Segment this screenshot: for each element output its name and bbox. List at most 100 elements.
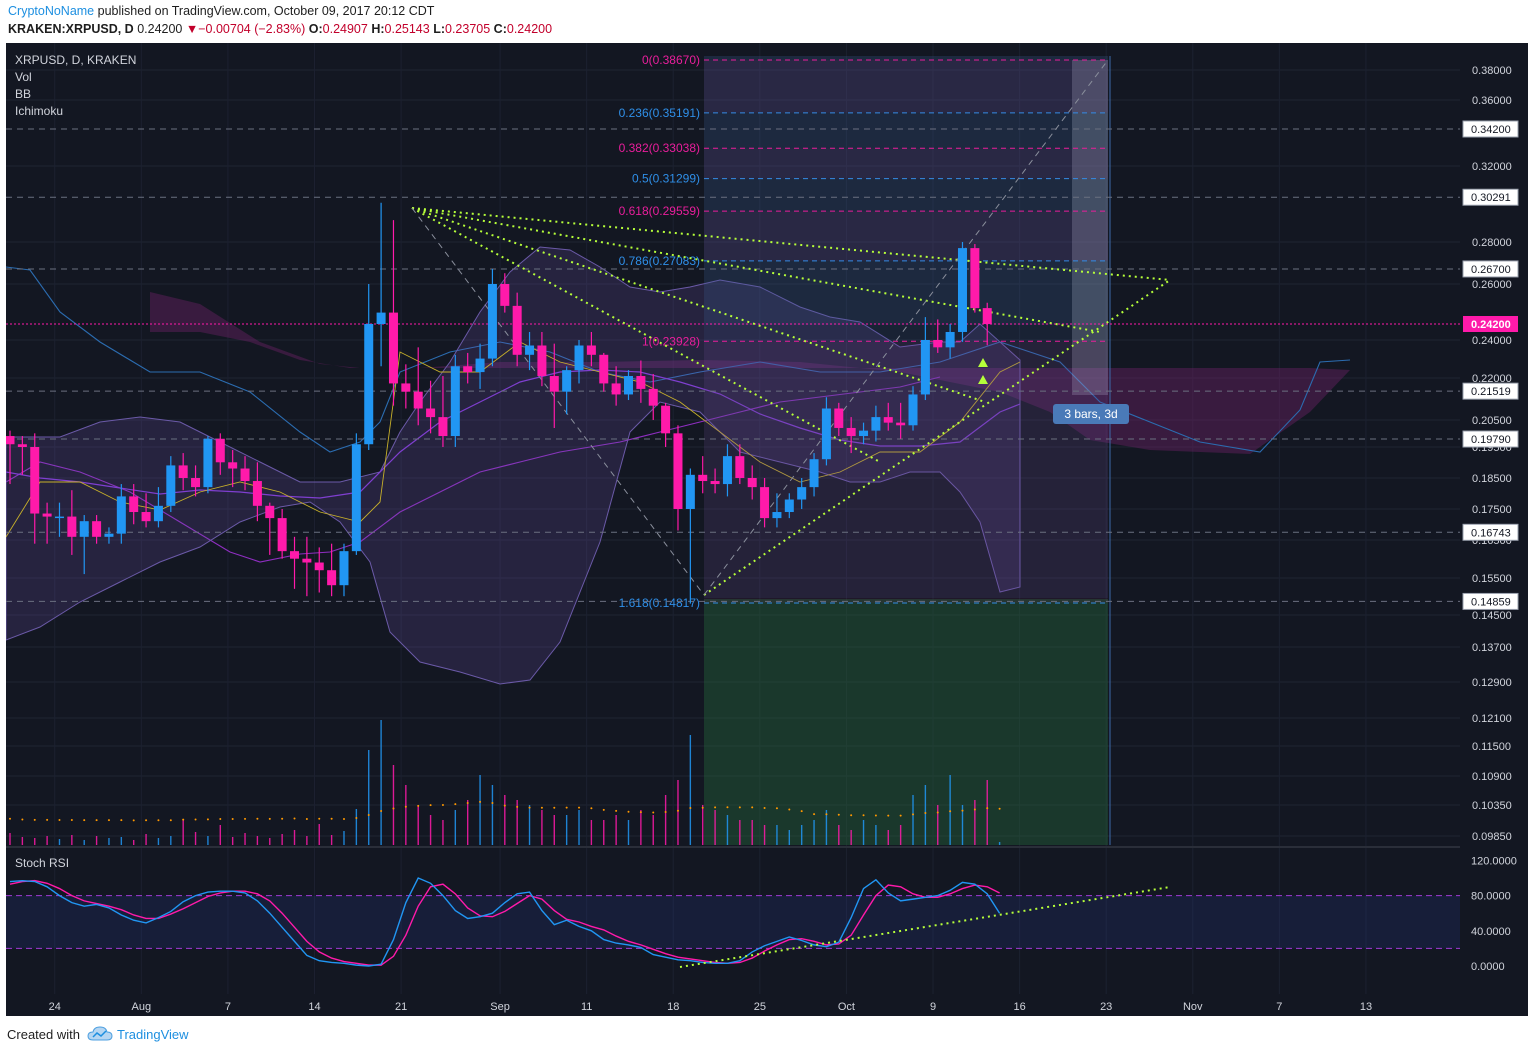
candle-79 xyxy=(982,302,992,346)
candle-28 xyxy=(351,433,361,555)
price-chart[interactable]: 0(0.38670) 0.236(0.35191) 0.382(0.33038) 0.… xyxy=(0,42,1529,1018)
signal-triangle-1 xyxy=(978,375,988,384)
grid-lines xyxy=(6,43,1460,994)
price-tick-7: 0.20500 xyxy=(1472,415,1512,427)
volume-ma-dot-46 xyxy=(578,806,581,809)
stoch-axis: 120.0000 80.0000 40.0000 0.0000 xyxy=(1471,855,1517,973)
price-label-box-1 xyxy=(1462,188,1519,206)
candle-66 xyxy=(821,397,831,466)
volume-ma-dot-60 xyxy=(751,806,754,809)
price-label-box-6 xyxy=(1462,523,1519,541)
volume-ma-dot-15 xyxy=(194,818,197,821)
volume-ma-dot-64 xyxy=(800,810,803,813)
candle-2 xyxy=(30,433,40,544)
ichimoku-base xyxy=(6,376,941,563)
candle-32 xyxy=(401,364,411,409)
price-label-7: 0.14859 xyxy=(1471,596,1511,608)
fib-band-2 xyxy=(704,148,1108,179)
volume-ma-dot-17 xyxy=(219,818,222,821)
candlesticks xyxy=(6,202,992,604)
tradingview-link[interactable]: TradingView xyxy=(117,1027,189,1042)
candle-74 xyxy=(920,317,930,401)
projection-highlight xyxy=(1072,60,1108,395)
volume-ma-dot-7 xyxy=(95,819,98,822)
created-with-text: Created with xyxy=(7,1027,80,1042)
candle-15 xyxy=(191,465,201,497)
candle-18 xyxy=(228,450,238,488)
time-tick-15: 13 xyxy=(1360,1001,1372,1013)
legend-ichimoku[interactable]: Ichimoku xyxy=(15,104,63,118)
time-tick-1: Aug xyxy=(132,1001,152,1013)
volume-ma-dot-25 xyxy=(318,817,321,820)
candle-34 xyxy=(426,380,436,434)
volume-ma-dot-2 xyxy=(33,818,36,821)
candle-62 xyxy=(772,493,782,528)
candle-25 xyxy=(314,547,324,593)
volume-ma-dot-69 xyxy=(862,814,865,817)
candle-55 xyxy=(685,468,695,604)
price-tick-3: 0.28000 xyxy=(1472,237,1512,249)
volume-ma-dot-71 xyxy=(887,814,890,817)
projection-label-text: 3 bars, 3d xyxy=(1064,407,1117,421)
candle-57 xyxy=(710,468,720,494)
legend-volume[interactable]: Vol xyxy=(15,70,32,84)
candle-64 xyxy=(797,478,807,509)
volume-ma-dot-31 xyxy=(392,807,395,810)
author-link[interactable]: CryptoNoName xyxy=(8,4,95,18)
horizontal-lines xyxy=(6,128,1460,602)
time-tick-14: 7 xyxy=(1276,1001,1282,1013)
open-label: O: xyxy=(308,22,323,36)
candle-31 xyxy=(388,220,398,406)
volume-ma-dot-75 xyxy=(936,811,939,814)
time-tick-12: 23 xyxy=(1100,1001,1112,1013)
last-price: 0.24200 xyxy=(137,22,183,36)
candle-61 xyxy=(760,478,770,528)
price-tick-5: 0.24000 xyxy=(1472,335,1512,347)
fib-label-1.618: 1.618(0.14817) xyxy=(619,596,700,610)
open-value: 0.24907 xyxy=(322,22,368,36)
candle-12 xyxy=(153,487,163,528)
volume-ma-dot-66 xyxy=(825,813,828,816)
volume-ma-dot-35 xyxy=(441,803,444,806)
candle-0 xyxy=(6,430,15,485)
time-axis[interactable]: 24 Aug 7 14 21 Sep 11 18 25 Oct 9 16 23 Nov 7 13 xyxy=(49,1001,1372,1013)
volume-ma-dot-10 xyxy=(132,819,135,822)
fibonacci-levels: 0(0.38670) 0.236(0.35191) 0.382(0.33038) 0.… xyxy=(619,53,1108,610)
high-label: H: xyxy=(371,22,385,36)
candle-75 xyxy=(933,319,943,353)
chart-legend: XRPUSD, D, KRAKEN Vol BB Ichimoku xyxy=(15,53,136,118)
volume-ma-dot-80 xyxy=(998,807,1001,810)
candle-59 xyxy=(735,444,745,485)
volume-ma-dot-24 xyxy=(305,818,308,821)
change-value: −0.00704 (−2.83%) xyxy=(198,22,306,36)
time-tick-11: 16 xyxy=(1013,1001,1025,1013)
volume-ma-dot-62 xyxy=(775,807,778,810)
candle-60 xyxy=(747,465,757,500)
time-axis-background xyxy=(6,994,1460,1016)
volume-ma-dot-43 xyxy=(540,806,543,809)
candle-69 xyxy=(859,422,869,445)
time-tick-9: Oct xyxy=(838,1001,855,1013)
time-tick-5: Sep xyxy=(490,1001,510,1013)
low-value: 0.23705 xyxy=(445,22,491,36)
candle-13 xyxy=(166,456,176,513)
volume-ma-dot-11 xyxy=(145,819,148,822)
volume-ma-dot-52 xyxy=(652,811,655,814)
close-label: C: xyxy=(493,22,507,36)
candle-48 xyxy=(599,352,609,392)
candle-65 xyxy=(809,453,819,497)
price-label-0: 0.34200 xyxy=(1471,124,1511,136)
price-axis[interactable]: 0.38000 0.36000 0.32000 0.28000 0.26000 0.240… xyxy=(1462,65,1519,843)
price-tick-2: 0.32000 xyxy=(1472,161,1512,173)
tradingview-cloud-icon[interactable] xyxy=(87,1026,113,1042)
stoch-tick-0: 120.0000 xyxy=(1471,855,1517,867)
price-tick-12: 0.15500 xyxy=(1472,573,1512,585)
stoch-rsi-title[interactable]: Stoch RSI xyxy=(15,856,69,870)
fib-label-1: 1(0.23928) xyxy=(642,334,700,348)
volume-ma-dot-74 xyxy=(924,812,927,815)
price-tick-6: 0.22000 xyxy=(1472,373,1512,385)
legend-bollinger[interactable]: BB xyxy=(15,87,31,101)
candle-78 xyxy=(970,244,980,313)
volume-ma-dot-34 xyxy=(429,804,432,807)
price-label-box-4 xyxy=(1462,382,1519,400)
